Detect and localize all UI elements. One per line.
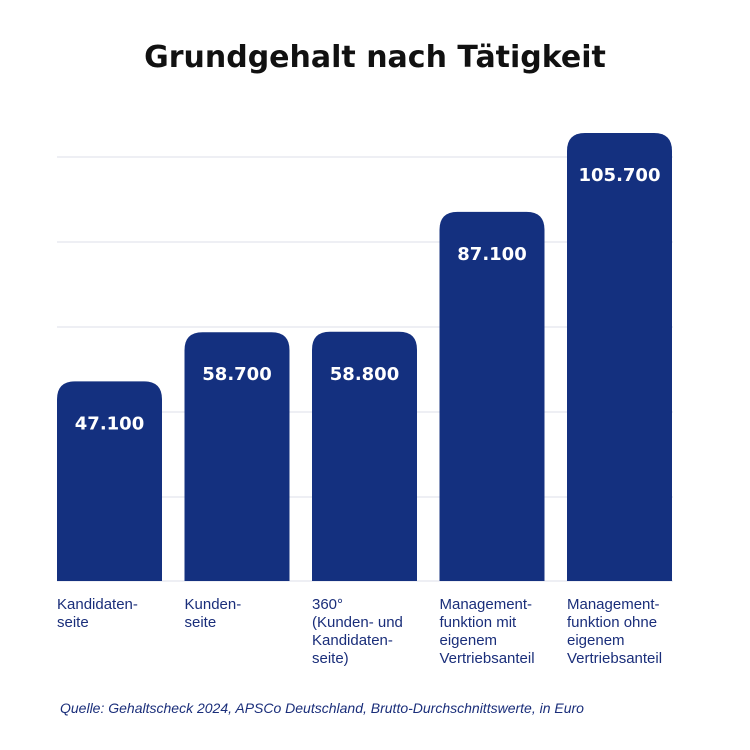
value-label-4: 105.700: [579, 165, 661, 186]
category-label-line: Management-: [439, 596, 533, 613]
category-label-3: Management-funktion mit eigenem Vertriebsa…: [440, 596, 560, 668]
category-label-line: seite: [184, 614, 217, 631]
value-label-1: 58.700: [202, 364, 271, 385]
category-label-0: Kandidaten-seite: [57, 596, 177, 632]
category-label-line: seite: [57, 614, 89, 631]
category-label-1: Kunden-seite: [185, 596, 305, 632]
category-label-line: 360°: [312, 596, 344, 613]
source-note: Quelle: Gehaltscheck 2024, APSCo Deutsch…: [60, 700, 584, 716]
category-label-line: eigenem: [439, 632, 498, 649]
bar-4: [567, 133, 672, 581]
category-label-line: Kandidaten-: [57, 596, 138, 613]
category-label-line: funktion ohne: [567, 614, 658, 631]
chart-title: Grundgehalt nach Tätigkeit: [144, 40, 606, 75]
category-label-4: Management-funktion ohne eigenem Vertriebs…: [567, 596, 687, 668]
category-label-line: Management-: [567, 596, 660, 613]
category-label-line: funktion mit: [439, 614, 517, 631]
category-label-line: Kandidaten-: [312, 632, 393, 649]
bar-0: [57, 381, 162, 581]
category-label-line: seite): [312, 650, 349, 667]
value-label-3: 87.100: [457, 244, 526, 265]
category-label-2: 360° (Kunden- und Kandidaten-seite): [312, 596, 432, 668]
category-label-line: Kunden-: [184, 596, 242, 613]
value-label-0: 47.100: [75, 413, 144, 434]
bar-1: [184, 332, 290, 581]
bar-2: [312, 331, 417, 581]
category-label-line: Vertriebsanteil: [567, 650, 663, 667]
category-label-line: Vertriebsanteil: [439, 650, 535, 667]
category-label-line: (Kunden- und: [312, 614, 403, 631]
bar-3: [439, 211, 545, 581]
value-label-2: 58.800: [330, 364, 399, 385]
category-label-line: eigenem: [567, 632, 625, 649]
